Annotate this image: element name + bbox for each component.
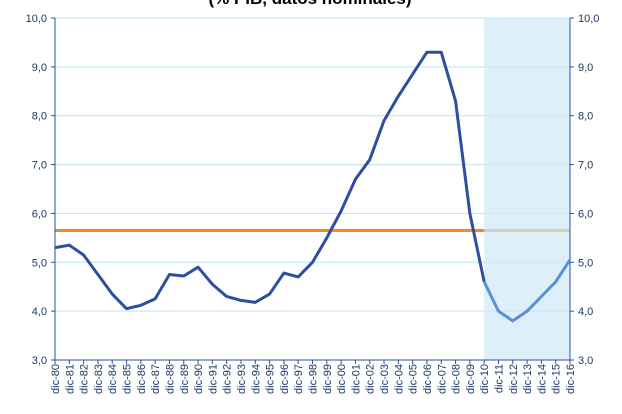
x-tick-label: dic-99 [322, 364, 334, 394]
x-tick-label: dic-80 [50, 364, 62, 394]
x-tick-label: dic-85 [122, 364, 134, 394]
y2-tick-label: 4,0 [578, 306, 593, 318]
x-tick-label: dic-96 [279, 364, 291, 394]
x-tick-label: dic-04 [393, 364, 405, 394]
x-tick-label: dic-12 [508, 364, 520, 394]
x-tick-label: dic-02 [365, 364, 377, 394]
x-tick-label: dic-98 [308, 364, 320, 394]
y-tick-label: 6,0 [32, 208, 47, 220]
x-tick-label: dic-08 [451, 364, 463, 394]
x-tick-label: dic-89 [179, 364, 191, 394]
y-tick-label: 10,0 [26, 13, 47, 25]
x-tick-label: dic-09 [465, 364, 477, 394]
y-tick-label: 8,0 [32, 111, 47, 123]
y2-tick-label: 3,0 [578, 355, 593, 367]
chart-title: (% PIB, datos nominales) [208, 0, 411, 8]
x-tick-label: dic-13 [522, 364, 534, 394]
x-tick-label: dic-90 [193, 364, 205, 394]
x-tick-label: dic-00 [336, 364, 348, 394]
y2-tick-label: 8,0 [578, 111, 593, 123]
y-tick-label: 7,0 [32, 160, 47, 172]
x-tick-label: dic-93 [236, 364, 248, 394]
y2-tick-label: 7,0 [578, 160, 593, 172]
x-tick-label: dic-86 [136, 364, 148, 394]
x-tick-label: dic-01 [350, 364, 362, 394]
x-tick-label: dic-10 [479, 364, 491, 394]
y2-tick-label: 6,0 [578, 208, 593, 220]
x-tick-label: dic-88 [164, 364, 176, 394]
x-tick-label: dic-95 [265, 364, 277, 394]
x-tick-label: dic-05 [408, 364, 420, 394]
x-tick-label: dic-87 [150, 364, 162, 394]
x-tick-label: dic-16 [565, 364, 577, 394]
forecast-shade [484, 18, 570, 360]
x-tick-label: dic-94 [250, 364, 262, 394]
x-tick-label: dic-11 [493, 364, 505, 393]
x-tick-label: dic-14 [536, 364, 548, 394]
y2-tick-label: 10,0 [578, 13, 599, 25]
y-tick-label: 9,0 [32, 62, 47, 74]
y2-tick-label: 9,0 [578, 62, 593, 74]
x-tick-label: dic-07 [436, 364, 448, 394]
y-tick-label: 5,0 [32, 257, 47, 269]
x-tick-label: dic-82 [79, 364, 91, 394]
x-tick-label: dic-03 [379, 364, 391, 394]
x-tick-label: dic-83 [93, 364, 105, 394]
y-tick-label: 4,0 [32, 306, 47, 318]
data-line [482, 259, 572, 323]
x-tick-label: dic-91 [207, 364, 219, 394]
x-tick-label: dic-15 [551, 364, 563, 394]
x-tick-label: dic-06 [422, 364, 434, 394]
x-tick-label: dic-81 [64, 364, 76, 394]
x-tick-label: dic-97 [293, 364, 305, 394]
y-tick-label: 3,0 [32, 355, 47, 367]
x-tick-label: dic-92 [222, 364, 234, 394]
x-tick-label: dic-84 [107, 364, 119, 394]
y2-tick-label: 5,0 [578, 257, 593, 269]
data-line [54, 50, 486, 311]
